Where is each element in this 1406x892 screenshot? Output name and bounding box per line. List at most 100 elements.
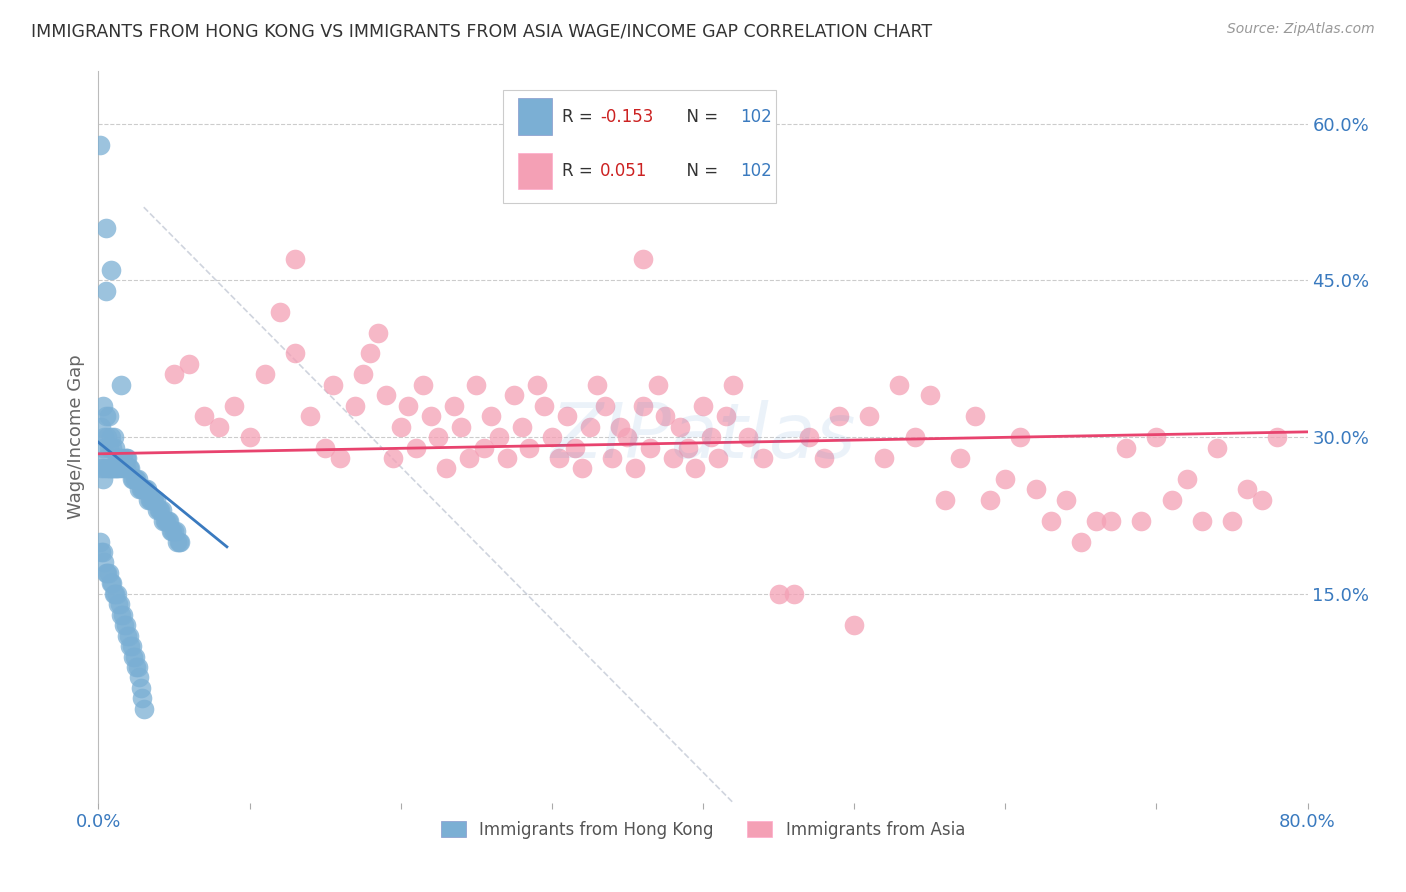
Point <box>510 419 533 434</box>
Point <box>111 607 134 622</box>
Point <box>647 377 669 392</box>
Point <box>132 702 155 716</box>
Point <box>638 441 661 455</box>
Point <box>166 534 188 549</box>
Point <box>965 409 987 424</box>
Point <box>101 441 124 455</box>
Point <box>98 409 121 424</box>
Point <box>121 639 143 653</box>
Point <box>253 368 276 382</box>
FancyBboxPatch shape <box>517 98 553 135</box>
Point <box>1251 492 1274 507</box>
Point <box>153 514 176 528</box>
Point <box>427 430 450 444</box>
Text: -0.153: -0.153 <box>600 108 654 126</box>
Point <box>481 409 503 424</box>
FancyBboxPatch shape <box>517 153 553 189</box>
Point <box>122 649 145 664</box>
Point <box>420 409 443 424</box>
Point <box>89 534 111 549</box>
Point <box>472 441 495 455</box>
Point <box>1039 514 1062 528</box>
Point <box>412 377 434 392</box>
Point <box>104 441 127 455</box>
Point <box>434 461 457 475</box>
Point <box>994 472 1017 486</box>
Point <box>127 660 149 674</box>
Point <box>1115 441 1137 455</box>
Point <box>752 450 775 465</box>
Point <box>555 409 578 424</box>
Point <box>96 566 118 580</box>
Point <box>155 514 177 528</box>
Point <box>94 409 117 424</box>
Point <box>108 450 131 465</box>
Point <box>382 450 405 465</box>
Point <box>813 450 835 465</box>
Point <box>163 368 186 382</box>
Point <box>114 461 136 475</box>
Point <box>100 430 122 444</box>
Point <box>115 629 138 643</box>
Point <box>540 430 562 444</box>
Point <box>239 430 262 444</box>
Point <box>918 388 941 402</box>
Point <box>344 399 367 413</box>
Point <box>224 399 246 413</box>
Point <box>1070 534 1092 549</box>
Point <box>858 409 880 424</box>
Point <box>571 461 593 475</box>
Point <box>692 399 714 413</box>
Point <box>94 221 117 235</box>
Point <box>457 450 479 465</box>
Point <box>127 472 149 486</box>
Point <box>1130 514 1153 528</box>
Point <box>128 483 150 497</box>
Point <box>131 483 153 497</box>
Point <box>405 441 427 455</box>
Point <box>103 461 125 475</box>
Point <box>112 618 135 632</box>
Point <box>90 461 112 475</box>
Point <box>122 472 145 486</box>
Point <box>105 461 128 475</box>
Point <box>284 346 307 360</box>
Point <box>503 388 526 402</box>
Point <box>112 461 135 475</box>
Point <box>152 514 174 528</box>
Point <box>1024 483 1046 497</box>
Point <box>374 388 396 402</box>
Point <box>450 419 472 434</box>
Text: Source: ZipAtlas.com: Source: ZipAtlas.com <box>1227 22 1375 37</box>
Point <box>107 597 129 611</box>
Point <box>934 492 956 507</box>
Point <box>1220 514 1243 528</box>
Point <box>108 597 131 611</box>
Point <box>676 441 699 455</box>
Point <box>495 450 517 465</box>
Text: ZIPatlas: ZIPatlas <box>550 401 856 474</box>
Point <box>124 649 146 664</box>
Point <box>179 357 201 371</box>
Point <box>129 681 152 695</box>
Point <box>91 399 114 413</box>
Point <box>96 430 118 444</box>
Point <box>578 419 600 434</box>
Point <box>101 461 124 475</box>
Point <box>465 377 488 392</box>
Text: 102: 102 <box>741 108 772 126</box>
Point <box>360 346 382 360</box>
Point <box>100 576 122 591</box>
Point <box>105 450 128 465</box>
Text: N =: N = <box>676 108 724 126</box>
Point <box>768 587 790 601</box>
Point <box>128 670 150 684</box>
Point <box>121 472 143 486</box>
Point <box>91 441 114 455</box>
Point <box>146 503 169 517</box>
Point <box>135 483 157 497</box>
Point <box>142 492 165 507</box>
Point <box>96 461 118 475</box>
Point <box>949 450 972 465</box>
Point <box>98 461 121 475</box>
